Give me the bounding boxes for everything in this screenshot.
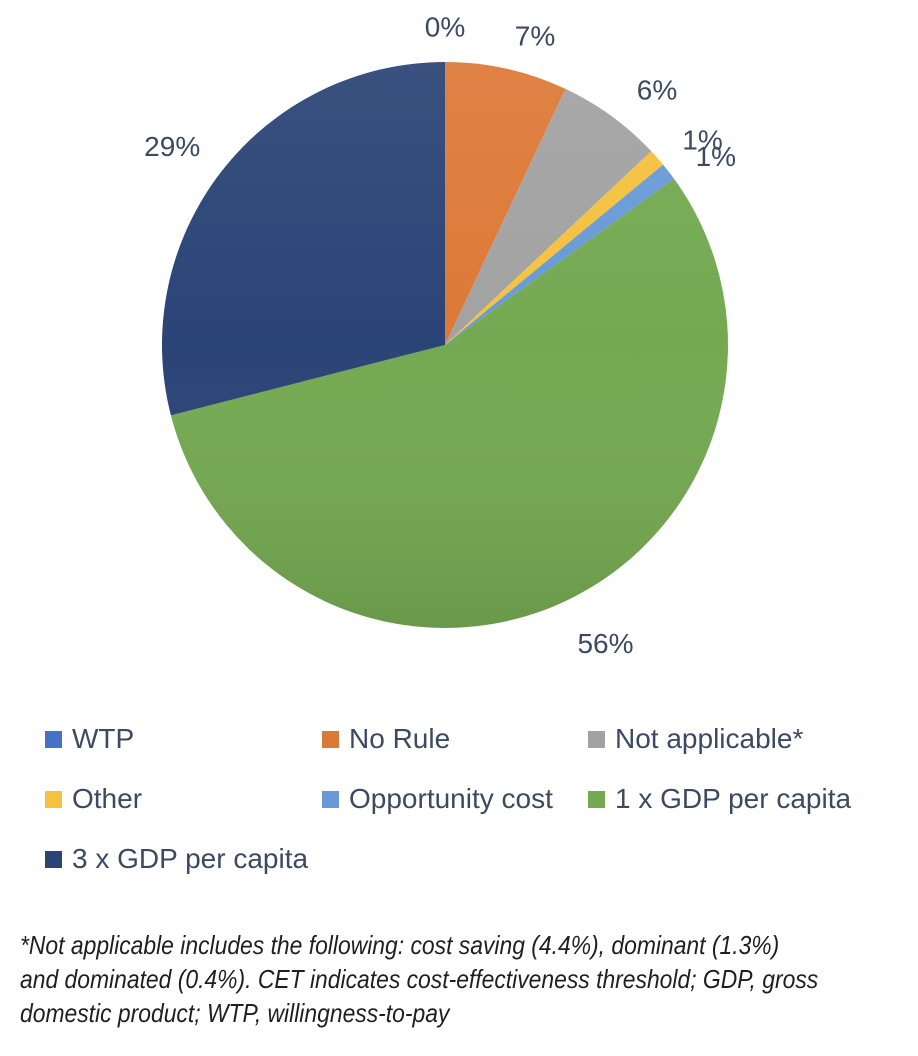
legend-swatch — [45, 790, 62, 808]
pie-chart: 0% 7%6%1%1%56%29% — [144, 12, 736, 660]
legend-swatch — [588, 730, 605, 748]
legend-item-no-rule: No Rule — [322, 722, 588, 756]
legend-swatch — [45, 730, 62, 748]
footnote: *Not applicable includes the following: … — [20, 928, 900, 1030]
legend-label: Opportunity cost — [349, 783, 553, 814]
pie-shade-overlay — [162, 62, 728, 628]
footnote-line: and dominated (0.4%). CET indicates cost… — [20, 964, 819, 994]
legend-item-other: Other — [45, 782, 322, 816]
pie-data-label-wtp: 0% — [425, 12, 465, 43]
legend-label: Not applicable* — [615, 723, 804, 754]
legend-item-not-applicable: Not applicable* — [588, 722, 895, 756]
pie-data-label-1-x-gdp-per-capita: 56% — [577, 628, 633, 659]
legend-item-wtp: WTP — [45, 722, 322, 756]
pie-data-label-other: 1% — [682, 124, 722, 155]
legend-label: 3 x GDP per capita — [72, 843, 309, 874]
legend-swatch — [45, 850, 62, 868]
legend-swatch — [322, 730, 339, 748]
legend-item-3-x-gdp-per-capita: 3 x GDP per capita — [45, 842, 322, 876]
legend-item-opportunity-cost: Opportunity cost — [322, 782, 588, 816]
pie-data-label-no-rule: 7% — [515, 20, 555, 51]
legend-label: 1 x GDP per capita — [615, 783, 852, 814]
legend-swatch — [322, 790, 339, 808]
chart-legend: WTP No Rule Not applicable* Other Opportunit… — [45, 722, 895, 876]
pie-data-label-3-x-gdp-per-capita: 29% — [144, 131, 200, 162]
pie-data-label-not-applicable: 6% — [637, 75, 677, 106]
legend-label: No Rule — [349, 723, 451, 754]
footnote-line: domestic product; WTP, willingness-to-pa… — [20, 998, 450, 1028]
footnote-line: *Not applicable includes the following: … — [20, 930, 780, 960]
legend-label: Other — [72, 783, 143, 814]
legend-swatch — [588, 790, 605, 808]
pie-data-label-opportunity-cost: 1% — [696, 141, 736, 172]
legend-item-1-x-gdp-per-capita: 1 x GDP per capita — [588, 782, 895, 816]
legend-label: WTP — [72, 723, 135, 754]
